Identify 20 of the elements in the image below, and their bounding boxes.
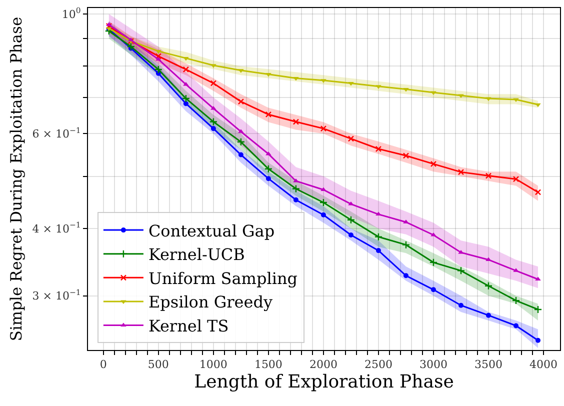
x-tick-label: 3000: [419, 358, 448, 372]
legend-label: Contextual Gap: [148, 221, 275, 240]
x-tick-label: 0: [100, 358, 107, 372]
legend-label: Uniform Sampling: [148, 268, 298, 288]
x-tick-label: 3500: [474, 358, 502, 372]
y-tick-label: 4 × 10$^{−1}$: [32, 220, 81, 236]
y-tick-label: 6 × 10$^{−1}$: [32, 126, 81, 140]
legend-label: Epsilon Greedy: [148, 292, 272, 312]
x-tick-label: 500: [148, 358, 169, 372]
x-tick-label: 4000: [530, 358, 558, 372]
x-axis-title: Length of Exploration Phase: [194, 371, 454, 392]
y-tick-label: 10$^{0}$: [62, 6, 81, 21]
y-axis-title: Simple Regret During Exploitation Phase: [7, 16, 26, 342]
x-tick-label: 1500: [254, 358, 282, 372]
x-tick-label: 2500: [364, 358, 392, 372]
y-tick-label: 3 × 10$^{−1}$: [32, 288, 81, 303]
legend-label: Kernel TS: [148, 316, 229, 336]
x-tick-label: 1000: [199, 358, 228, 372]
x-tick-label: 2000: [309, 358, 338, 372]
legend-label: Kernel-UCB: [148, 245, 245, 264]
